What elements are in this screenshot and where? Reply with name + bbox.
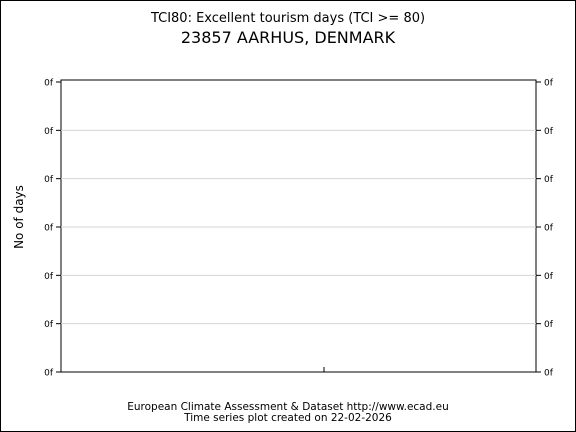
chart-subtitle: 23857 AARHUS, DENMARK [181, 28, 396, 47]
y-axis-right: 0f 0f 0f 0f 0f 0f 0f [536, 79, 554, 379]
y-axis-label: No of days [12, 185, 26, 249]
y-tick-label: 0f [44, 320, 54, 330]
y-tick-label: 0f [544, 320, 554, 330]
y-tick-label: 0f [544, 224, 554, 234]
y-tick-label: 0f [544, 369, 554, 379]
gridlines [61, 129, 536, 325]
footer-created: Time series plot created on 22-02-2026 [183, 412, 392, 424]
y-tick-label: 0f [44, 175, 54, 185]
chart-title: TCI80: Excellent tourism days (TCI >= 80… [150, 11, 425, 26]
y-tick-label: 0f [544, 175, 554, 185]
y-tick-label: 0f [544, 272, 554, 282]
y-tick-label: 0f [544, 79, 554, 89]
y-tick-label: 0f [44, 79, 54, 89]
y-axis-left: 0f 0f 0f 0f 0f 0f 0f [44, 79, 61, 379]
footer-source: European Climate Assessment & Dataset ht… [127, 401, 449, 413]
y-tick-label: 0f [44, 272, 54, 282]
y-tick-label: 0f [44, 369, 54, 379]
y-tick-label: 0f [544, 127, 554, 137]
y-tick-label: 0f [44, 127, 54, 137]
plot-area [60, 79, 537, 373]
y-tick-label: 0f [44, 224, 54, 234]
